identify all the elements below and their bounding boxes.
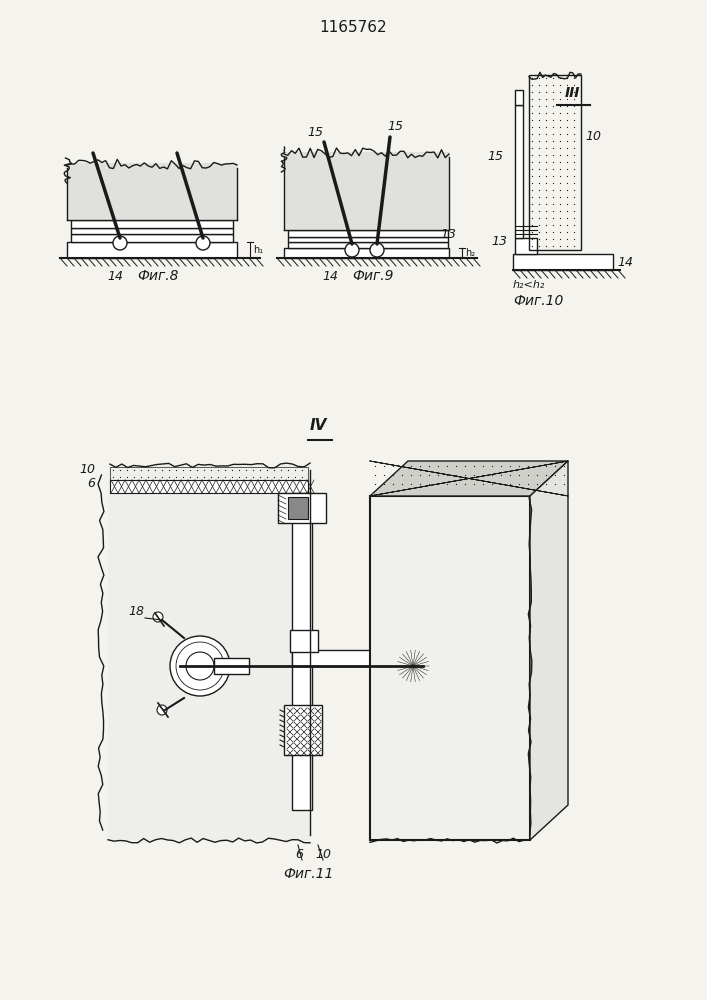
Text: h₂<h₂: h₂<h₂ <box>513 280 545 290</box>
Bar <box>108 465 310 840</box>
Bar <box>71 228 233 234</box>
Text: Фиг.9: Фиг.9 <box>352 269 394 283</box>
Bar <box>513 254 613 270</box>
Circle shape <box>157 705 167 715</box>
Bar <box>284 705 322 755</box>
Text: h₂: h₂ <box>465 248 475 258</box>
Text: 15: 15 <box>307 126 323 139</box>
Bar <box>278 493 326 523</box>
Bar <box>71 220 233 228</box>
Bar <box>284 152 449 230</box>
Circle shape <box>170 636 230 696</box>
Text: III: III <box>564 86 580 100</box>
Text: 10: 10 <box>315 848 331 861</box>
Polygon shape <box>370 461 568 496</box>
Circle shape <box>192 658 208 674</box>
Text: 10: 10 <box>79 463 95 476</box>
Text: 13: 13 <box>491 235 507 248</box>
Bar <box>288 237 448 242</box>
Bar <box>370 496 530 840</box>
Text: 13: 13 <box>440 228 456 241</box>
Bar <box>292 493 312 810</box>
Text: 14: 14 <box>322 270 338 283</box>
Text: 6: 6 <box>295 848 303 861</box>
Circle shape <box>113 236 127 250</box>
Bar <box>288 497 308 519</box>
Text: 14: 14 <box>617 255 633 268</box>
Circle shape <box>196 236 210 250</box>
Bar <box>431 660 443 672</box>
Circle shape <box>395 648 431 684</box>
Polygon shape <box>530 461 568 840</box>
Text: 10: 10 <box>585 130 601 143</box>
Text: Фиг.10: Фиг.10 <box>513 294 563 308</box>
Text: h₁: h₁ <box>253 245 263 255</box>
Bar <box>529 75 581 250</box>
Bar <box>110 467 308 480</box>
Text: Фиг.8: Фиг.8 <box>137 269 178 283</box>
Bar <box>292 650 405 666</box>
Bar <box>214 658 249 674</box>
Bar <box>515 105 523 238</box>
Text: 18: 18 <box>128 605 144 618</box>
Bar <box>110 480 308 493</box>
Circle shape <box>153 612 163 622</box>
Text: Фиг.11: Фиг.11 <box>283 867 333 881</box>
Text: 15: 15 <box>387 120 403 133</box>
Text: 14: 14 <box>107 270 123 283</box>
Bar <box>290 630 318 652</box>
Bar <box>515 90 523 105</box>
Bar <box>288 230 448 237</box>
Bar <box>515 238 537 254</box>
Text: IV: IV <box>310 418 327 433</box>
Circle shape <box>186 652 214 680</box>
Bar <box>71 234 233 242</box>
Bar <box>67 242 237 258</box>
Text: 1165762: 1165762 <box>319 20 387 35</box>
Circle shape <box>345 243 359 257</box>
Circle shape <box>370 243 384 257</box>
Text: 15: 15 <box>487 150 503 163</box>
Bar <box>284 248 449 258</box>
Bar <box>288 242 448 248</box>
Text: 6: 6 <box>87 477 95 490</box>
Bar <box>67 163 237 220</box>
